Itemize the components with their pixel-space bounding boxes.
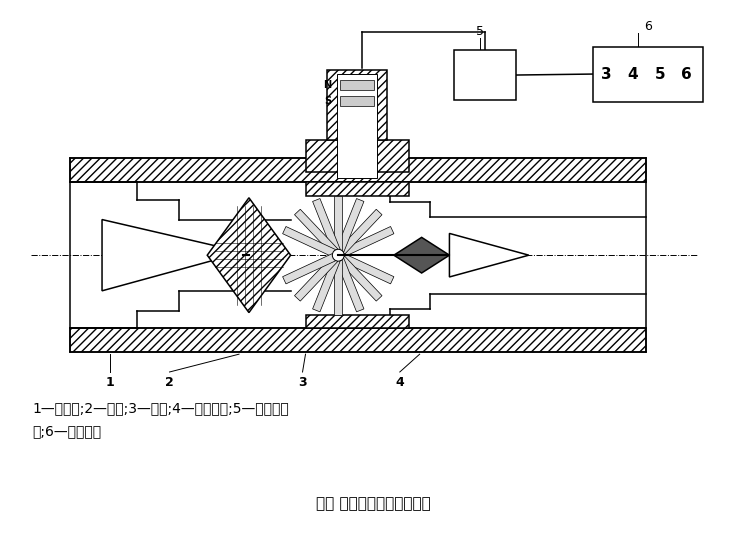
- Text: 3: 3: [298, 376, 307, 389]
- Text: 4: 4: [627, 67, 639, 82]
- Polygon shape: [294, 210, 338, 254]
- Text: 1—整流器;2—轴承;3—转子;4—仪表管段;5—前置放大: 1—整流器;2—轴承;3—转子;4—仪表管段;5—前置放大: [33, 401, 289, 416]
- Text: N: N: [323, 80, 332, 90]
- Text: 4: 4: [395, 376, 404, 389]
- Bar: [70, 158, 646, 182]
- Text: 3: 3: [601, 67, 612, 82]
- Bar: [306, 182, 409, 196]
- Polygon shape: [207, 198, 291, 312]
- Polygon shape: [294, 256, 338, 301]
- Polygon shape: [341, 226, 394, 257]
- Polygon shape: [336, 258, 364, 312]
- Bar: [70, 328, 646, 352]
- Text: 图一 涡轮流量计结构示意图: 图一 涡轮流量计结构示意图: [316, 496, 430, 511]
- Bar: [338, 74, 377, 178]
- Polygon shape: [102, 219, 243, 291]
- Bar: [454, 50, 516, 100]
- Polygon shape: [339, 256, 382, 301]
- Circle shape: [332, 249, 344, 261]
- Text: 6: 6: [644, 20, 652, 33]
- Polygon shape: [335, 196, 342, 250]
- Polygon shape: [394, 237, 450, 273]
- Polygon shape: [341, 254, 394, 284]
- Bar: [340, 80, 374, 90]
- Polygon shape: [335, 260, 342, 315]
- Bar: [327, 70, 387, 141]
- Polygon shape: [312, 258, 340, 312]
- Bar: [340, 96, 374, 106]
- Text: 5: 5: [476, 25, 484, 38]
- Bar: [70, 182, 646, 328]
- Polygon shape: [282, 226, 335, 257]
- Polygon shape: [312, 199, 340, 252]
- Bar: [593, 48, 702, 102]
- Bar: [306, 141, 409, 172]
- Text: 器;6—显示装置: 器;6—显示装置: [33, 424, 102, 439]
- Text: 6: 6: [681, 67, 692, 82]
- Polygon shape: [336, 199, 364, 252]
- Bar: [306, 315, 409, 328]
- Text: 2: 2: [165, 376, 174, 389]
- Text: 5: 5: [654, 67, 665, 82]
- Polygon shape: [339, 210, 382, 254]
- Polygon shape: [282, 254, 335, 284]
- Text: 1: 1: [105, 376, 114, 389]
- Polygon shape: [450, 234, 529, 277]
- Text: S: S: [324, 96, 332, 106]
